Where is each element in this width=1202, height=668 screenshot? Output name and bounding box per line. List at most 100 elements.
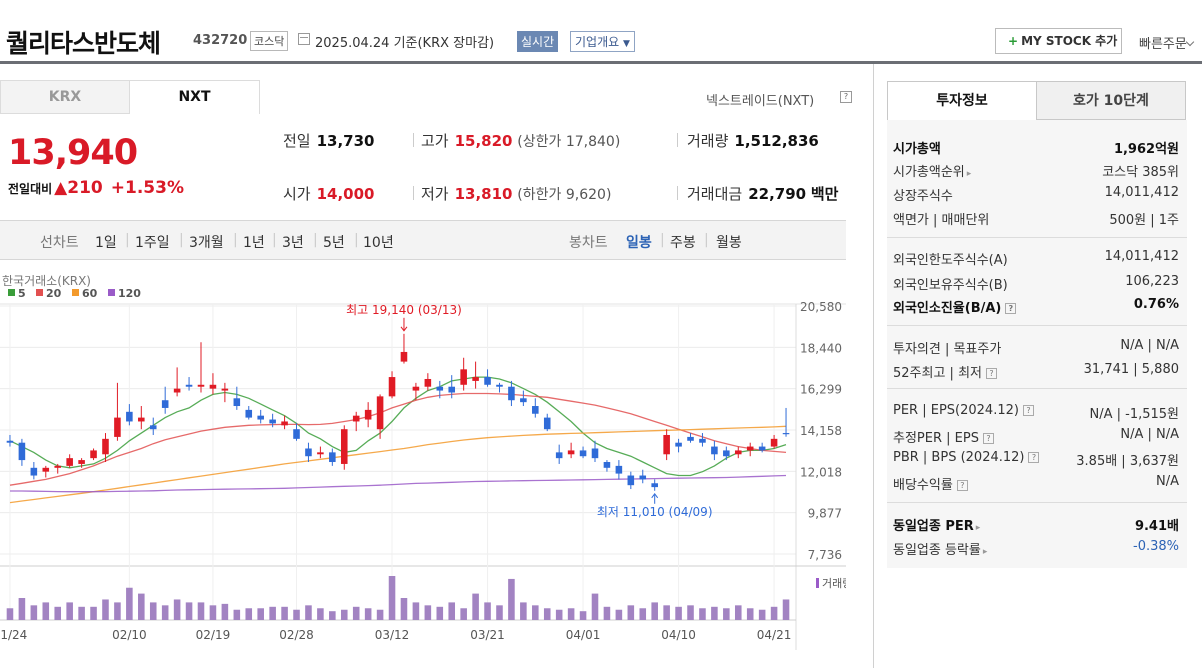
period-weekly[interactable]: 주봉 xyxy=(670,235,696,251)
help-icon[interactable]: ? xyxy=(1005,303,1017,314)
opinion-value: N/A | N/A xyxy=(1120,338,1179,353)
high-annotation: 최고 19,140 (03/13) xyxy=(346,303,462,317)
x-tick-label: 02/28 xyxy=(279,628,314,642)
stock-chart[interactable]: 한국거래소(KRX) 5 20 60 120 20,580 18,440 16,299 14… xyxy=(0,260,846,668)
divider xyxy=(413,186,414,200)
paren: ) xyxy=(605,187,612,203)
per-eps-value: N/A | -1,515원 xyxy=(1089,407,1179,422)
candle-body xyxy=(257,415,264,420)
help-icon[interactable]: ? xyxy=(956,480,968,491)
quote-date: 2025.04.24 기준(KRX 장마감) xyxy=(315,36,495,51)
candle-body xyxy=(245,409,253,418)
volume-bar xyxy=(520,602,527,620)
tab-krx[interactable]: KRX xyxy=(0,80,130,114)
upper-limit: (상한가 17,840) xyxy=(517,134,620,150)
volume-bars xyxy=(6,576,790,620)
period-5y[interactable]: 5년 xyxy=(323,235,345,251)
y-tick-label: 7,736 xyxy=(808,548,842,562)
volume-bar xyxy=(269,606,276,620)
period-1w[interactable]: 1주일 xyxy=(135,235,170,251)
candle-body xyxy=(388,377,396,397)
candle-body xyxy=(364,409,372,420)
candle-body xyxy=(675,442,682,447)
period-1y[interactable]: 1년 xyxy=(243,235,265,251)
tab-nxt[interactable]: NXT xyxy=(129,80,260,114)
divider xyxy=(413,133,414,147)
moving-averages xyxy=(9,376,787,504)
period-10y[interactable]: 10년 xyxy=(363,235,394,251)
sector-per-value: 9.41배 xyxy=(1134,519,1179,534)
amount-value: 22,790 xyxy=(748,185,807,203)
help-icon[interactable]: ? xyxy=(982,433,994,444)
row-sector-change[interactable]: 동일업종 등락률 ▸ -0.38% xyxy=(893,537,1179,558)
help-icon[interactable]: ? xyxy=(840,91,852,103)
row-market-cap-rank[interactable]: 시가총액순위 ▸ 코스닥 385위 xyxy=(893,159,1179,180)
candle-chart-label[interactable]: 봉차트 xyxy=(569,235,608,251)
candle-body xyxy=(532,406,539,414)
period-daily[interactable]: 일봉 xyxy=(626,235,652,251)
annotations: 최고 19,140 (03/13) 최저 11,010 (04/09) xyxy=(346,303,712,519)
volume-bar xyxy=(782,599,790,620)
sector-per-text: 동일업종 PER xyxy=(893,519,974,534)
candle-body xyxy=(699,438,706,443)
volume-bar xyxy=(532,605,539,620)
nxt-link[interactable]: 넥스트레이드(NXT) xyxy=(706,94,815,109)
per-eps-text: PER | EPS(2024.12) xyxy=(893,403,1019,418)
volume-legend-swatch xyxy=(816,578,819,588)
company-name: 퀄리타스반도체 xyxy=(6,29,161,58)
help-icon[interactable]: ? xyxy=(986,368,997,379)
volume-bar xyxy=(340,609,348,620)
chevron-right-icon: ▸ xyxy=(975,523,981,533)
div-label: 배당수익률? xyxy=(893,474,968,493)
help-icon[interactable]: ? xyxy=(1028,452,1040,463)
line-chart-label[interactable]: 선차트 xyxy=(40,235,79,251)
est-value: N/A | N/A xyxy=(1120,427,1179,442)
divider xyxy=(887,388,1187,389)
candle-body xyxy=(209,384,217,389)
x-tick-label: 02/10 xyxy=(112,628,147,642)
divider: | xyxy=(354,232,359,248)
ma-line-120 xyxy=(10,474,787,493)
pbr-value: 3.85배 | 3,637원 xyxy=(1076,454,1179,469)
market-cap-label: 시가총액 xyxy=(893,142,941,157)
candle-body xyxy=(66,458,73,466)
candle-body xyxy=(233,398,241,407)
row-par: 액면가 | 매매단위 500원 | 1주 xyxy=(893,207,1179,228)
prev-close: 전일 13,730 xyxy=(283,130,375,151)
market-cap-rank-text: 시가총액순위 xyxy=(893,165,965,180)
company-overview-dropdown[interactable]: 기업개요 ▼ xyxy=(570,31,635,52)
tab-invest-info[interactable]: 투자정보 xyxy=(887,81,1037,120)
row-52week: 52주최고 | 최저? 31,741 | 5,880 xyxy=(893,360,1179,381)
add-my-stock-button[interactable]: + MY STOCK 추가 xyxy=(995,28,1122,54)
panel-divider xyxy=(873,64,874,668)
volume-bar xyxy=(161,605,169,620)
realtime-button[interactable]: 실시간 xyxy=(517,31,559,52)
candle-body xyxy=(615,465,623,474)
chart-legend: 5 20 60 120 xyxy=(8,287,141,300)
row-foreign-hold: 외국인보유주식수(B) 106,223 xyxy=(893,272,1179,293)
period-1d[interactable]: 1일 xyxy=(95,235,117,251)
row-sector-per[interactable]: 동일업종 PER ▸ 9.41배 xyxy=(893,513,1179,534)
quick-order-button[interactable]: 빠른주문 xyxy=(1139,33,1187,52)
tab-orderbook[interactable]: 호가 10단계 xyxy=(1036,81,1186,120)
amount-unit: 백만 xyxy=(810,185,839,203)
help-icon[interactable]: ? xyxy=(1022,405,1034,416)
candle-body xyxy=(639,475,647,480)
candle-body xyxy=(305,448,312,457)
x-tick-label: 02/19 xyxy=(196,628,231,642)
volume-bar xyxy=(484,602,491,620)
candle-body xyxy=(18,442,26,461)
current-price: 13,940 xyxy=(8,133,138,173)
candle-body xyxy=(173,388,181,393)
open-value: 14,000 xyxy=(316,185,375,203)
period-3y[interactable]: 3년 xyxy=(282,235,304,251)
candle-body xyxy=(6,440,14,443)
volume-bar xyxy=(257,608,264,620)
period-3m[interactable]: 3개월 xyxy=(189,235,224,251)
volume-bar xyxy=(555,609,563,620)
period-monthly[interactable]: 월봉 xyxy=(716,235,742,251)
volume-bar xyxy=(18,598,26,620)
candle-body xyxy=(663,434,670,455)
candle-body xyxy=(185,384,193,387)
opinion-label: 투자의견 | 목표주가 xyxy=(893,342,1002,357)
